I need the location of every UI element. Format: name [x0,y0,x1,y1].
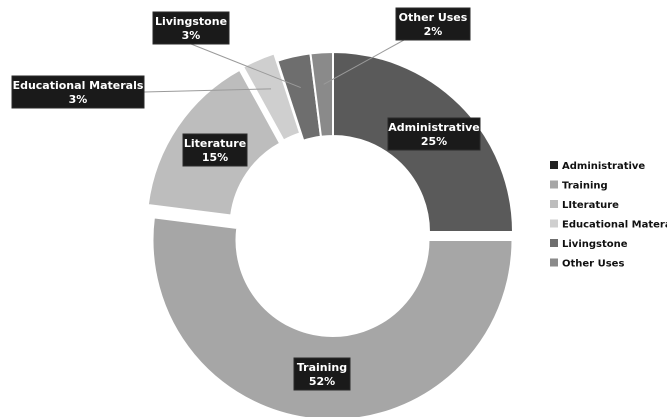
legend: Administrative Training LIterature Educatio… [550,161,667,270]
slice-training [151,216,514,417]
callout-box [293,357,351,391]
legend-label: LIterature [562,200,619,211]
data-label: 3% [69,93,88,106]
data-label: 2% [424,25,443,38]
leader-line-educational-materals [143,88,272,93]
legend-item-other-uses: Other Uses [550,258,624,270]
legend-swatch [550,258,558,267]
callout-box [152,11,230,45]
data-label: 25% [421,135,447,148]
callout-box [182,133,248,167]
data-label: 52% [309,375,335,388]
callout-name: Educational Materals [13,79,144,92]
callout-name: Literature [184,137,246,150]
callout-name: Livingstone [155,15,227,28]
callout-name: Training [297,361,347,374]
leader-line-livingstone [190,43,301,89]
legend-label: Livingstone [562,239,628,250]
data-label: 15% [202,151,228,164]
legend-label: Other Uses [562,259,624,270]
legend-swatch [550,180,558,189]
callout-box [387,117,481,151]
callout-name: Other Uses [399,11,468,24]
legend-swatch [550,239,558,247]
legend-label: Educational Materals [562,220,667,231]
legend-swatch [550,161,558,169]
slices-group [146,50,515,417]
callout-box [395,7,471,41]
data-label: 3% [182,29,201,42]
callout-box [11,75,145,109]
legend-label: Training [562,181,608,192]
legend-item-literature: LIterature [550,200,619,211]
legend-label: Administrative [562,161,645,172]
legend-swatch [550,200,558,208]
leader-lines [143,39,405,93]
legend-item-educational-materals: Educational Materals [550,219,667,231]
legend-item-livingstone: Livingstone [550,239,628,250]
legend-swatch [550,219,558,228]
slice-other-uses [309,50,334,138]
callout-name: Administrative [388,121,480,134]
legend-item-training: Training [550,180,608,192]
leader-line-other-uses [323,39,405,85]
legend-item-administrative: Administrative [550,161,645,172]
